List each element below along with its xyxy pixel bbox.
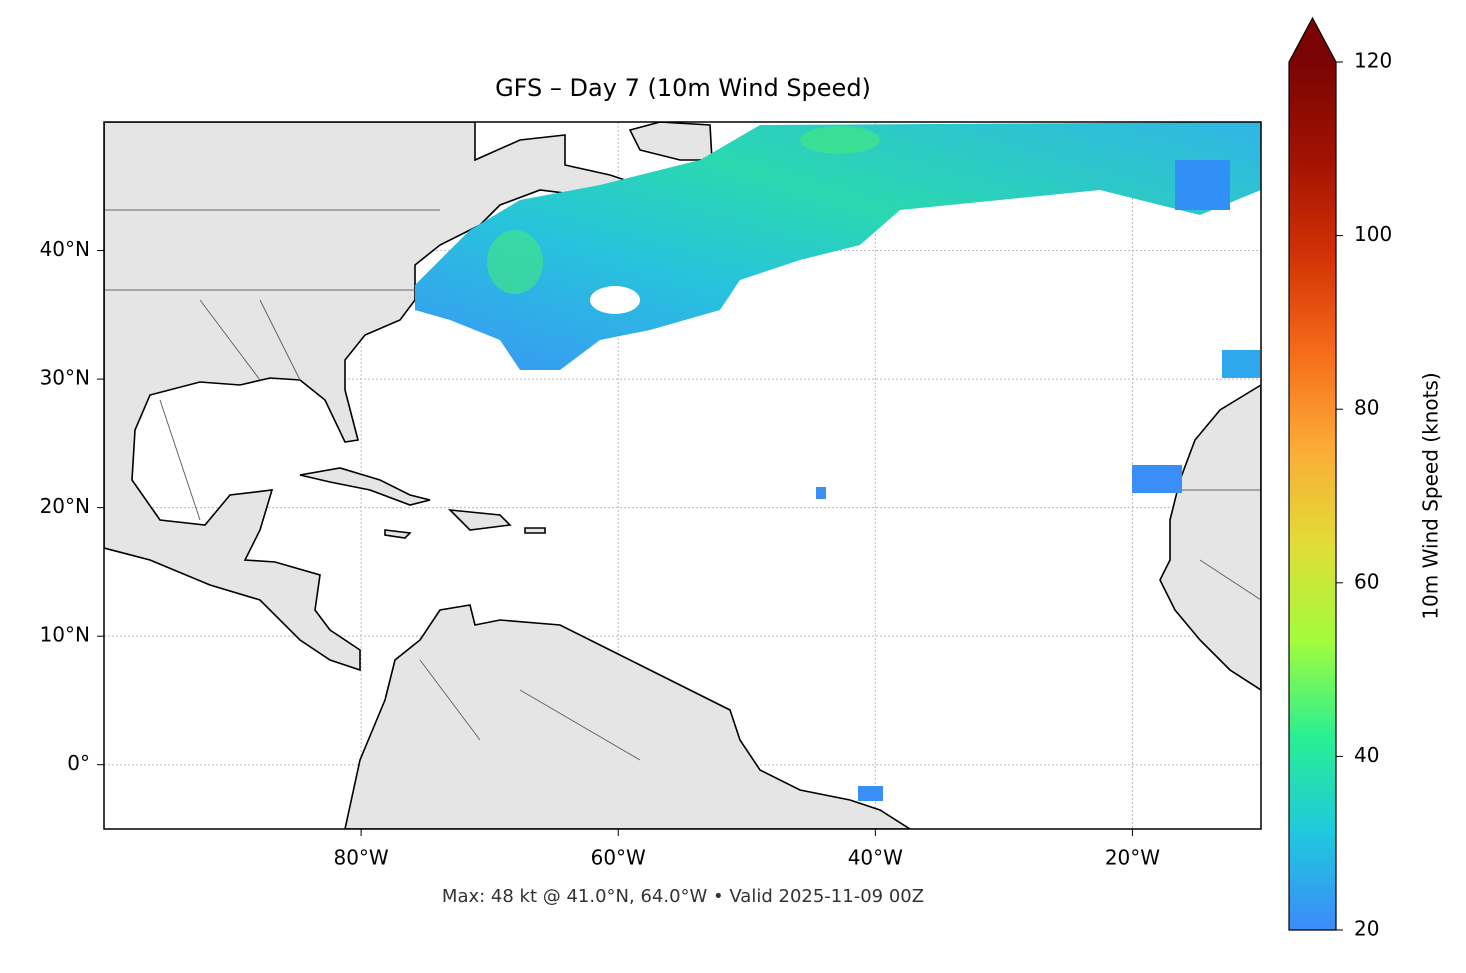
x-tick-label: 60°W	[591, 846, 646, 870]
annotation: Max: 48 kt @ 41.0°N, 64.0°W • Valid 2025…	[442, 886, 924, 907]
x-tick-label: 20°W	[1105, 846, 1160, 870]
africa	[1159, 384, 1261, 691]
wind-patch	[1222, 350, 1260, 378]
colorbar-tick-label: 60	[1354, 569, 1379, 593]
calm-spot	[590, 286, 640, 314]
y-tick-label: 10°N	[40, 623, 90, 647]
y-tick-label: 30°N	[40, 366, 90, 390]
wind-patch	[858, 786, 883, 801]
colorbar-frame	[1288, 16, 1337, 931]
map-frame	[103, 121, 1262, 830]
wind-core	[487, 230, 543, 294]
chart-title: GFS – Day 7 (10m Wind Speed)	[495, 74, 871, 102]
cuba	[299, 467, 431, 506]
wind-core	[800, 126, 880, 154]
colorbar-tick-label: 20	[1354, 917, 1379, 941]
borders	[104, 209, 1261, 761]
y-tick-label: 40°N	[40, 237, 90, 261]
wind-patch	[1175, 160, 1230, 210]
puerto-rico	[524, 527, 546, 534]
colorbar-tick-label: 100	[1354, 222, 1392, 246]
y-tick-label: 0°	[67, 751, 90, 775]
colorbar-label: 10m Wind Speed (knots)	[1419, 372, 1443, 619]
map-area	[104, 122, 1261, 829]
colorbar: 20 40 60 80 100 120 10m Wind Speed (knots)	[1288, 16, 1443, 941]
colorbar-tick-label: 80	[1354, 396, 1379, 420]
colorbar-fill	[1289, 62, 1336, 930]
x-tick-label: 80°W	[333, 846, 388, 870]
colorbar-tick-label: 40	[1354, 743, 1379, 767]
colorbar-extend	[1289, 18, 1336, 62]
jamaica	[384, 529, 412, 539]
south-america	[344, 604, 912, 829]
x-tick-label: 40°W	[848, 846, 903, 870]
wind-patch	[1132, 465, 1182, 493]
wind-patch	[816, 487, 826, 499]
wind-field	[415, 122, 1261, 801]
colorbar-tick-label: 120	[1354, 49, 1392, 73]
y-tick-label: 20°N	[40, 494, 90, 518]
hispaniola	[447, 508, 512, 531]
